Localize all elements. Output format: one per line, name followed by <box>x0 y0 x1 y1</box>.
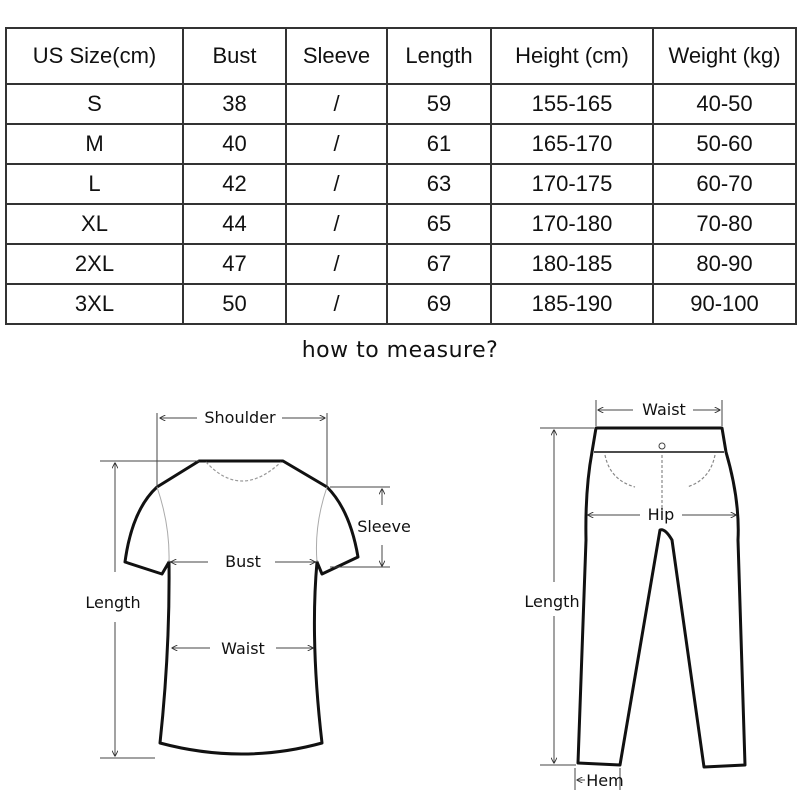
pants-length-label: Length <box>524 592 579 611</box>
table-cell: 90-100 <box>652 283 797 325</box>
table-cell: / <box>285 283 388 325</box>
table-cell: 59 <box>386 83 492 125</box>
table-row: XL 44/65 170-180 70-80 <box>5 203 797 245</box>
table-header-row: US Size(cm) Bust Sleeve Length Height (c… <box>5 27 797 85</box>
table-cell: S <box>5 83 184 125</box>
table-cell: 67 <box>386 243 492 285</box>
table-cell: 60-70 <box>652 163 797 205</box>
header-cell: Weight (kg) <box>652 27 797 85</box>
tshirt-outline <box>123 459 360 756</box>
table-cell: 50 <box>182 283 287 325</box>
table-row: S 38/59 155-165 40-50 <box>5 83 797 125</box>
table-cell: 70-80 <box>652 203 797 245</box>
header-cell: Bust <box>182 27 287 85</box>
table-cell: 65 <box>386 203 492 245</box>
table-cell: / <box>285 203 388 245</box>
pants-waist-label: Waist <box>642 400 686 419</box>
table-cell: 80-90 <box>652 243 797 285</box>
length-label: Length <box>85 593 140 612</box>
waist-label: Waist <box>221 639 265 658</box>
table-row: 2XL 47/67 180-185 80-90 <box>5 243 797 285</box>
pants-hem-label: Hem <box>586 771 623 790</box>
table-row: M 40/61 165-170 50-60 <box>5 123 797 165</box>
tshirt-diagram: Shoulder Length Sleeve Bust Waist <box>85 408 411 759</box>
table-cell: 47 <box>182 243 287 285</box>
table-cell: 170-175 <box>490 163 654 205</box>
table-row: 3XL 50/69 185-190 90-100 <box>5 283 797 325</box>
pants-outline <box>576 426 747 769</box>
table-cell: 170-180 <box>490 203 654 245</box>
table-cell: / <box>285 123 388 165</box>
table-row: L 42/63 170-175 60-70 <box>5 163 797 205</box>
table-cell: 185-190 <box>490 283 654 325</box>
table-cell: 61 <box>386 123 492 165</box>
table-cell: 44 <box>182 203 287 245</box>
sleeve-label: Sleeve <box>357 517 411 536</box>
header-cell: Length <box>386 27 492 85</box>
how-to-measure-title: how to measure? <box>301 338 499 363</box>
table-cell: 40 <box>182 123 287 165</box>
table-cell: 69 <box>386 283 492 325</box>
table-cell: M <box>5 123 184 165</box>
header-cell: US Size(cm) <box>5 27 184 85</box>
shoulder-label: Shoulder <box>204 408 276 427</box>
table-cell: / <box>285 163 388 205</box>
header-cell: Sleeve <box>285 27 388 85</box>
table-cell: 63 <box>386 163 492 205</box>
bust-label: Bust <box>225 552 261 571</box>
table-cell: 38 <box>182 83 287 125</box>
table-cell: 42 <box>182 163 287 205</box>
table-cell: 40-50 <box>652 83 797 125</box>
table-cell: 180-185 <box>490 243 654 285</box>
pants-hip-label: Hip <box>648 505 675 524</box>
pants-diagram: Waist Hip Length Hem <box>524 400 747 790</box>
table-cell: XL <box>5 203 184 245</box>
size-chart-table: US Size(cm) Bust Sleeve Length Height (c… <box>5 27 797 325</box>
table-cell: 155-165 <box>490 83 654 125</box>
table-cell: 165-170 <box>490 123 654 165</box>
header-cell: Height (cm) <box>490 27 654 85</box>
table-cell: / <box>285 83 388 125</box>
table-cell: / <box>285 243 388 285</box>
table-cell: 50-60 <box>652 123 797 165</box>
table-cell: L <box>5 163 184 205</box>
table-cell: 3XL <box>5 283 184 325</box>
table-cell: 2XL <box>5 243 184 285</box>
